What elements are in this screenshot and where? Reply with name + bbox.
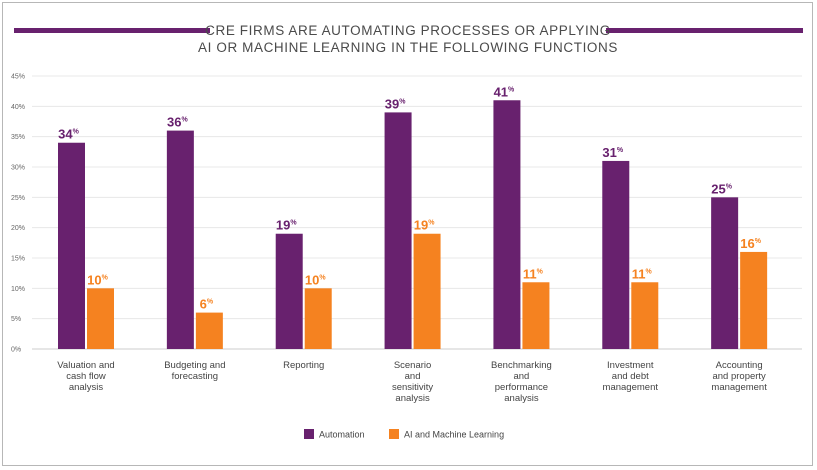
bar-ai-ml — [740, 251, 768, 349]
x-category-label: performance — [495, 382, 548, 393]
x-category-label: Scenario — [394, 360, 432, 371]
title-bar-left — [14, 28, 210, 33]
x-category-label: Reporting — [283, 360, 324, 371]
legend-swatch-ai-ml — [389, 429, 399, 439]
data-label: 11% — [523, 266, 544, 281]
x-category-label: Accounting — [716, 360, 763, 371]
data-label: 10% — [305, 272, 326, 287]
data-label: 31% — [602, 145, 623, 160]
x-category-label: and property — [712, 371, 766, 382]
x-category-label: management — [711, 382, 767, 393]
bar-ai-ml — [195, 312, 223, 349]
x-category-label: Benchmarking — [491, 360, 552, 371]
x-category-label: sensitivity — [392, 382, 433, 393]
bar-automation — [711, 197, 739, 349]
y-tick-label: 25% — [11, 195, 25, 202]
x-category-label: Budgeting and — [164, 360, 225, 371]
bar-ai-ml — [522, 282, 550, 349]
data-label: 34% — [58, 127, 79, 142]
x-category-label: analysis — [395, 393, 430, 404]
y-tick-label: 5% — [11, 316, 21, 323]
data-label: 41% — [494, 84, 515, 99]
grid-lines — [32, 75, 802, 350]
x-category-label: Investment — [607, 360, 654, 371]
x-category-label: and — [513, 371, 529, 382]
y-tick-label: 20% — [11, 225, 25, 232]
legend-swatch-automation — [304, 429, 314, 439]
data-labels: 34% 10% 36% 6% 19% 10% 39% 19% 41% 11% 31% 11% 25% 16… — [58, 84, 762, 311]
data-label: 16% — [740, 236, 761, 251]
bar-automation — [384, 112, 412, 350]
y-tick-label: 15% — [11, 256, 25, 263]
legend-label-ai-ml: AI and Machine Learning — [404, 430, 504, 440]
x-category-label: and — [405, 371, 421, 382]
x-category-label: Valuation and — [57, 360, 114, 371]
bar-automation — [275, 233, 303, 349]
x-category-label: analysis — [504, 393, 539, 404]
y-tick-label: 30% — [11, 165, 25, 172]
title-bar-right — [606, 28, 803, 33]
legend-label-automation: Automation — [319, 430, 365, 440]
bar-ai-ml — [631, 282, 659, 349]
data-label: 36% — [167, 115, 188, 130]
bar-ai-ml — [413, 233, 441, 349]
bar-automation — [166, 130, 194, 349]
y-axis: 0% 5% 10% 15% 20% 25% 30% 35% 40% 45% — [11, 74, 25, 354]
bars — [58, 100, 768, 350]
y-tick-label: 0% — [11, 347, 21, 354]
data-label: 6% — [200, 297, 214, 312]
legend: Automation AI and Machine Learning — [304, 429, 504, 440]
bar-ai-ml — [304, 288, 332, 349]
data-label: 25% — [711, 181, 732, 196]
chart-title-line-2: AI OR MACHINE LEARNING IN THE FOLLOWING … — [198, 40, 618, 55]
x-category-label: forecasting — [172, 371, 218, 382]
y-tick-label: 35% — [11, 134, 25, 141]
y-tick-label: 45% — [11, 74, 25, 81]
y-tick-label: 10% — [11, 286, 25, 293]
data-label: 19% — [276, 218, 297, 233]
bar-automation — [602, 160, 630, 349]
data-label: 10% — [87, 272, 108, 287]
data-label: 39% — [385, 96, 406, 111]
x-category-label: analysis — [69, 382, 104, 393]
x-category-label: cash flow — [66, 371, 106, 382]
data-label: 19% — [414, 218, 435, 233]
x-category-label: and debt — [612, 371, 649, 382]
data-label: 11% — [632, 266, 653, 281]
bar-ai-ml — [87, 288, 114, 349]
y-tick-label: 40% — [11, 104, 25, 111]
x-category-label: management — [603, 382, 659, 393]
chart-title-line-1: CRE FIRMS ARE AUTOMATING PROCESSES OR AP… — [205, 23, 611, 38]
bar-automation — [58, 142, 85, 349]
bar-automation — [493, 100, 521, 350]
